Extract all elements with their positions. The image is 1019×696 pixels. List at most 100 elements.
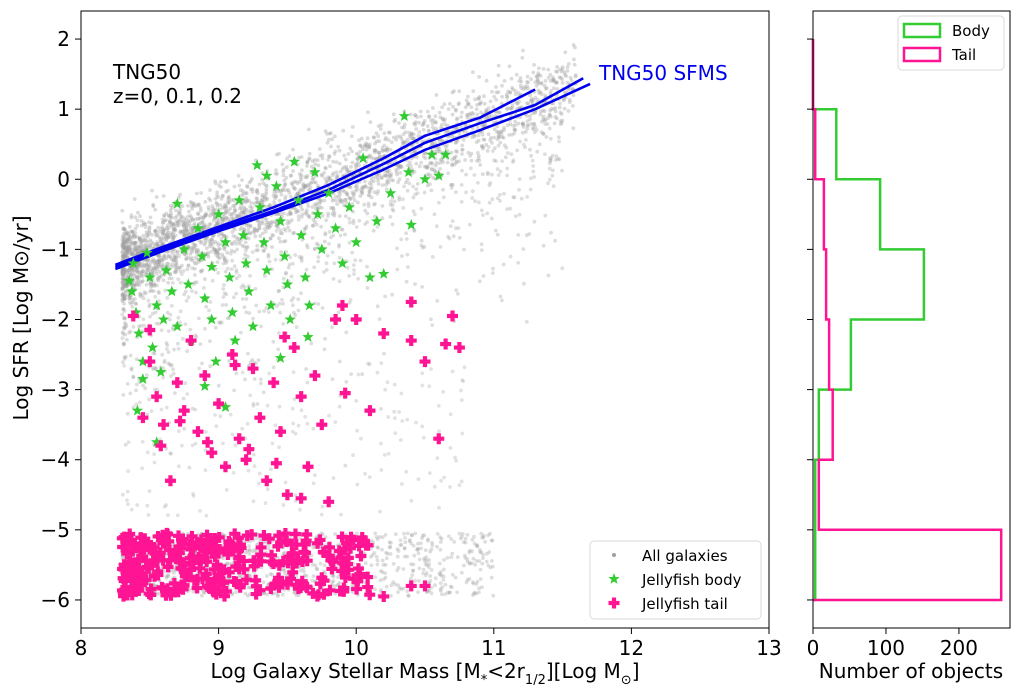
galaxy-point bbox=[122, 251, 127, 256]
galaxy-point bbox=[294, 207, 298, 212]
galaxy-point bbox=[232, 295, 236, 300]
galaxy-point bbox=[192, 223, 197, 228]
galaxy-point bbox=[413, 113, 418, 117]
galaxy-point bbox=[364, 147, 369, 152]
galaxy-point bbox=[260, 194, 265, 199]
galaxy-point bbox=[299, 215, 304, 219]
galaxy-point bbox=[365, 264, 369, 269]
galaxy-point bbox=[382, 453, 387, 457]
galaxy-point bbox=[173, 216, 178, 220]
galaxy-point bbox=[455, 117, 459, 122]
galaxy-point bbox=[213, 197, 218, 201]
galaxy-point bbox=[162, 254, 167, 259]
galaxy-point bbox=[230, 230, 235, 234]
galaxy-point bbox=[477, 102, 482, 106]
galaxy-point bbox=[211, 241, 216, 246]
galaxy-point bbox=[433, 120, 438, 125]
galaxy-point bbox=[245, 421, 250, 426]
galaxy-point bbox=[487, 183, 492, 188]
galaxy-point bbox=[357, 218, 362, 223]
galaxy-point bbox=[122, 253, 127, 258]
galaxy-point bbox=[460, 148, 464, 152]
galaxy-point bbox=[151, 367, 156, 372]
galaxy-point bbox=[448, 412, 453, 417]
galaxy-point bbox=[172, 347, 176, 352]
galaxy-point bbox=[204, 211, 208, 216]
galaxy-point bbox=[139, 244, 144, 248]
galaxy-point bbox=[347, 195, 351, 200]
galaxy-point bbox=[135, 503, 140, 507]
galaxy-point bbox=[337, 279, 342, 284]
galaxy-point bbox=[230, 432, 235, 437]
galaxy-point bbox=[557, 135, 561, 140]
galaxy-point bbox=[387, 168, 392, 173]
galaxy-point bbox=[121, 393, 126, 397]
galaxy-point bbox=[468, 154, 472, 158]
galaxy-point bbox=[169, 257, 174, 261]
galaxy-point bbox=[465, 533, 470, 537]
galaxy-point bbox=[121, 246, 125, 251]
galaxy-point bbox=[130, 304, 135, 309]
galaxy-point bbox=[400, 482, 404, 486]
galaxy-point bbox=[450, 551, 455, 556]
galaxy-point bbox=[472, 534, 476, 539]
galaxy-point bbox=[441, 574, 446, 579]
galaxy-point bbox=[274, 190, 279, 194]
galaxy-point bbox=[134, 388, 138, 393]
galaxy-point bbox=[418, 109, 423, 114]
galaxy-point bbox=[423, 573, 428, 578]
galaxy-point bbox=[572, 57, 576, 62]
galaxy-point bbox=[395, 246, 399, 251]
galaxy-point bbox=[123, 267, 128, 272]
galaxy-point bbox=[175, 223, 180, 228]
galaxy-point bbox=[208, 242, 213, 247]
galaxy-point bbox=[281, 169, 286, 174]
galaxy-point bbox=[135, 277, 140, 282]
galaxy-point bbox=[327, 154, 331, 159]
galaxy-point bbox=[162, 213, 167, 218]
galaxy-point bbox=[523, 130, 528, 134]
galaxy-point bbox=[443, 122, 448, 127]
galaxy-point bbox=[433, 163, 438, 168]
galaxy-point bbox=[553, 106, 558, 110]
galaxy-point bbox=[484, 142, 489, 147]
galaxy-point bbox=[505, 107, 509, 112]
galaxy-point bbox=[304, 267, 309, 272]
galaxy-point bbox=[377, 151, 382, 155]
galaxy-point bbox=[271, 233, 276, 238]
galaxy-point bbox=[541, 131, 546, 136]
galaxy-point bbox=[182, 292, 187, 297]
galaxy-point bbox=[460, 431, 465, 436]
galaxy-point bbox=[134, 268, 139, 273]
galaxy-point bbox=[167, 219, 172, 223]
galaxy-point bbox=[425, 109, 430, 114]
galaxy-point bbox=[343, 198, 347, 202]
galaxy-point bbox=[273, 423, 278, 428]
galaxy-point bbox=[378, 155, 382, 159]
galaxy-point bbox=[253, 286, 258, 291]
galaxy-point bbox=[174, 262, 179, 267]
galaxy-point bbox=[470, 549, 474, 554]
galaxy-point bbox=[551, 184, 556, 189]
galaxy-point bbox=[490, 559, 494, 563]
galaxy-point bbox=[438, 157, 443, 162]
galaxy-point bbox=[389, 583, 394, 588]
galaxy-point bbox=[528, 114, 532, 118]
galaxy-point bbox=[430, 540, 434, 545]
galaxy-point bbox=[256, 248, 260, 253]
galaxy-point bbox=[144, 230, 149, 235]
galaxy-point bbox=[398, 164, 403, 169]
galaxy-point bbox=[234, 235, 238, 239]
galaxy-point bbox=[242, 227, 247, 232]
galaxy-point bbox=[414, 420, 418, 425]
galaxy-point bbox=[531, 164, 536, 168]
galaxy-point bbox=[316, 163, 321, 168]
galaxy-point bbox=[171, 258, 176, 263]
galaxy-point bbox=[382, 131, 387, 136]
galaxy-point bbox=[166, 513, 170, 517]
galaxy-point bbox=[143, 291, 148, 296]
galaxy-point bbox=[221, 287, 226, 291]
galaxy-point bbox=[370, 175, 374, 180]
galaxy-point bbox=[398, 171, 403, 175]
galaxy-point bbox=[420, 536, 424, 540]
